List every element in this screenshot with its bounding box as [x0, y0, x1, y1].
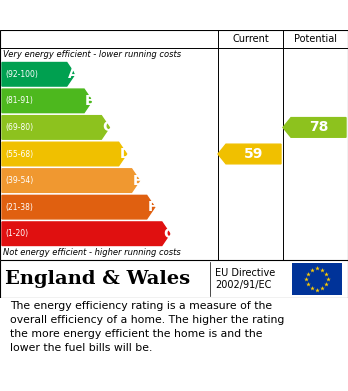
Text: Energy Efficiency Rating: Energy Efficiency Rating [10, 7, 232, 23]
Bar [292, 263, 342, 295]
Text: G: G [163, 227, 174, 241]
Text: Very energy efficient - lower running costs: Very energy efficient - lower running co… [3, 50, 181, 59]
Text: (21-38): (21-38) [5, 203, 33, 212]
Text: D: D [120, 147, 131, 161]
Polygon shape [2, 196, 155, 219]
Text: The energy efficiency rating is a measure of the
overall efficiency of a home. T: The energy efficiency rating is a measur… [10, 301, 285, 353]
Polygon shape [218, 144, 281, 164]
Text: Not energy efficient - higher running costs: Not energy efficient - higher running co… [3, 248, 181, 257]
Text: 78: 78 [309, 120, 328, 135]
Text: 59: 59 [244, 147, 263, 161]
Text: (81-91): (81-91) [5, 96, 33, 105]
Text: (92-100): (92-100) [5, 70, 38, 79]
Polygon shape [2, 169, 140, 192]
Text: A: A [68, 67, 79, 81]
Polygon shape [2, 89, 92, 113]
Polygon shape [2, 222, 170, 246]
Text: F: F [148, 200, 157, 214]
Polygon shape [283, 118, 346, 137]
Text: EU Directive
2002/91/EC: EU Directive 2002/91/EC [215, 268, 275, 290]
Polygon shape [2, 142, 127, 166]
Text: (39-54): (39-54) [5, 176, 33, 185]
Text: C: C [102, 120, 113, 135]
Polygon shape [2, 116, 109, 139]
Text: E: E [133, 174, 142, 188]
Text: Current: Current [232, 34, 269, 44]
Text: Potential: Potential [294, 34, 337, 44]
Text: (69-80): (69-80) [5, 123, 33, 132]
Text: (1-20): (1-20) [5, 229, 28, 238]
Text: (55-68): (55-68) [5, 149, 33, 158]
Polygon shape [2, 63, 75, 86]
Text: England & Wales: England & Wales [5, 270, 190, 288]
Text: B: B [85, 94, 96, 108]
